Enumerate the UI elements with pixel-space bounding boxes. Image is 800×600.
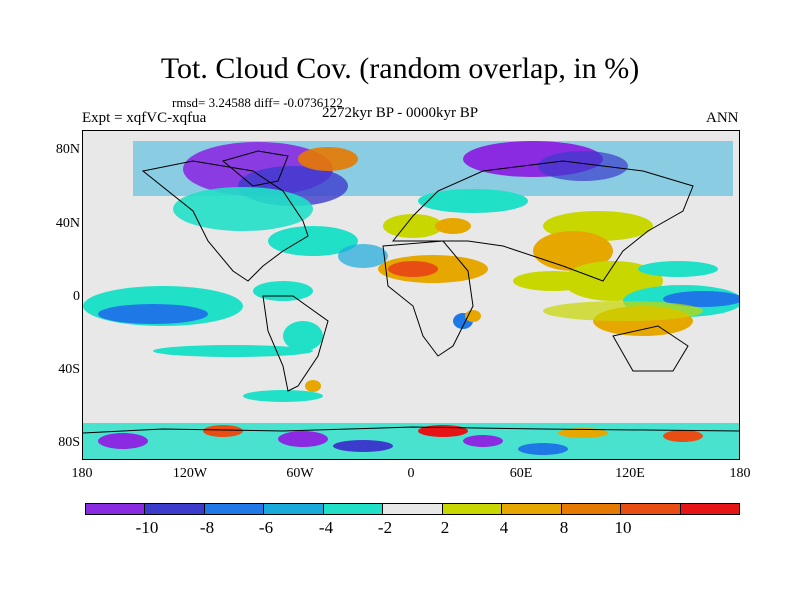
colorbar-segment (85, 503, 145, 515)
colorbar-segment (322, 503, 383, 515)
period-label: 2272kyr BP - 0000kyr BP (322, 105, 479, 121)
antarctica-outline (83, 426, 739, 434)
colorbar-label: 10 (614, 518, 632, 537)
south-america-outline (262, 295, 329, 392)
y-tick: 80S (58, 435, 80, 450)
colorbar-label: -10 (135, 518, 159, 537)
colorbar-segment (679, 503, 740, 515)
y-tick: 80N (55, 142, 80, 157)
map-panel (82, 130, 740, 460)
y-tick: 0 (73, 289, 80, 304)
y-tick: 40S (58, 362, 80, 377)
colorbar (85, 503, 740, 515)
colorbar-segment (501, 503, 561, 515)
x-tick: 120W (172, 466, 208, 481)
season-label: ANN (706, 110, 739, 126)
colorbar-label: 2 (440, 518, 450, 537)
x-tick: 60E (509, 466, 533, 481)
colorbar-segment (382, 503, 442, 515)
colorbar-segment (441, 503, 502, 515)
colorbar-label: 8 (559, 518, 569, 537)
eurasia-outline (391, 160, 694, 282)
colorbar-label: -6 (258, 518, 274, 537)
colorbar-segment (144, 503, 204, 515)
colorbar-label: -4 (318, 518, 334, 537)
x-tick: 180 (729, 466, 751, 481)
colorbar-label: 4 (499, 518, 509, 537)
x-tick: 60W (286, 466, 314, 481)
north-america-outline (141, 160, 309, 282)
colorbar-segment (203, 503, 264, 515)
antarctic-band (83, 423, 739, 459)
x-tick: 120E (615, 466, 645, 481)
coastlines (83, 150, 739, 434)
colorbar-segment (560, 503, 621, 515)
colorbar-label: -8 (199, 518, 215, 537)
anomaly-map (83, 131, 739, 459)
colorbar-segment (620, 503, 680, 515)
stats-label: rmsd= 3.24588 diff= -0.0736122 (172, 95, 343, 110)
experiment-label: Expt = xqfVC-xqfua (82, 110, 207, 126)
greenland-outline (221, 150, 289, 187)
y-tick: 40N (55, 216, 80, 231)
africa-outline (382, 240, 474, 357)
australia-outline (612, 325, 689, 372)
x-tick: 180 (71, 466, 93, 481)
colorbar-segment (263, 503, 323, 515)
chart-title: Tot. Cloud Cov. (random overlap, in %) (160, 52, 640, 85)
colorbar-label: -2 (377, 518, 393, 537)
x-tick: 0 (407, 466, 415, 481)
